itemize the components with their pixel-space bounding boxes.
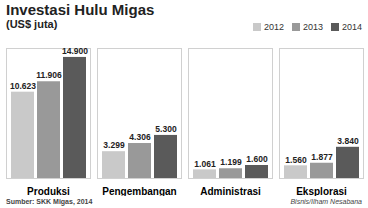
svg-text:11.906: 11.906 xyxy=(36,70,62,80)
html-text:(US$ juta): (US$ juta) xyxy=(6,18,58,30)
svg-text:Pengembangan: Pengembangan xyxy=(102,186,176,196)
svg-text:Eksplorasi: Eksplorasi xyxy=(296,186,347,196)
html-text:2013: 2013 xyxy=(302,22,323,32)
svg-text:4.306: 4.306 xyxy=(129,132,151,142)
html-text:Sumber: SKK Migas, 2014: Sumber: SKK Migas, 2014 xyxy=(6,198,93,205)
html-text:2014: 2014 xyxy=(342,22,362,32)
svg-text:3.299: 3.299 xyxy=(103,140,125,150)
html-text:2012: 2012 xyxy=(263,22,284,32)
svg-text:1.560: 1.560 xyxy=(285,155,307,165)
svg-text:1.600: 1.600 xyxy=(246,154,268,164)
svg-text:14.900: 14.900 xyxy=(62,46,88,56)
svg-text:10.623: 10.623 xyxy=(10,81,36,91)
svg-text:1.061: 1.061 xyxy=(194,159,216,169)
svg-text:1.199: 1.199 xyxy=(220,157,242,167)
svg-text:1.877: 1.877 xyxy=(311,152,333,162)
svg-text:5.300: 5.300 xyxy=(155,124,177,134)
html-text:Investasi Hulu Migas: Investasi Hulu Migas xyxy=(6,1,155,18)
svg-text:Administrasi: Administrasi xyxy=(200,186,261,196)
svg-text:3.840: 3.840 xyxy=(337,136,359,146)
html-text:Bisnis/Ilham Nesabana: Bisnis/Ilham Nesabana xyxy=(290,198,362,205)
svg-text:Produksi: Produksi xyxy=(27,186,70,196)
